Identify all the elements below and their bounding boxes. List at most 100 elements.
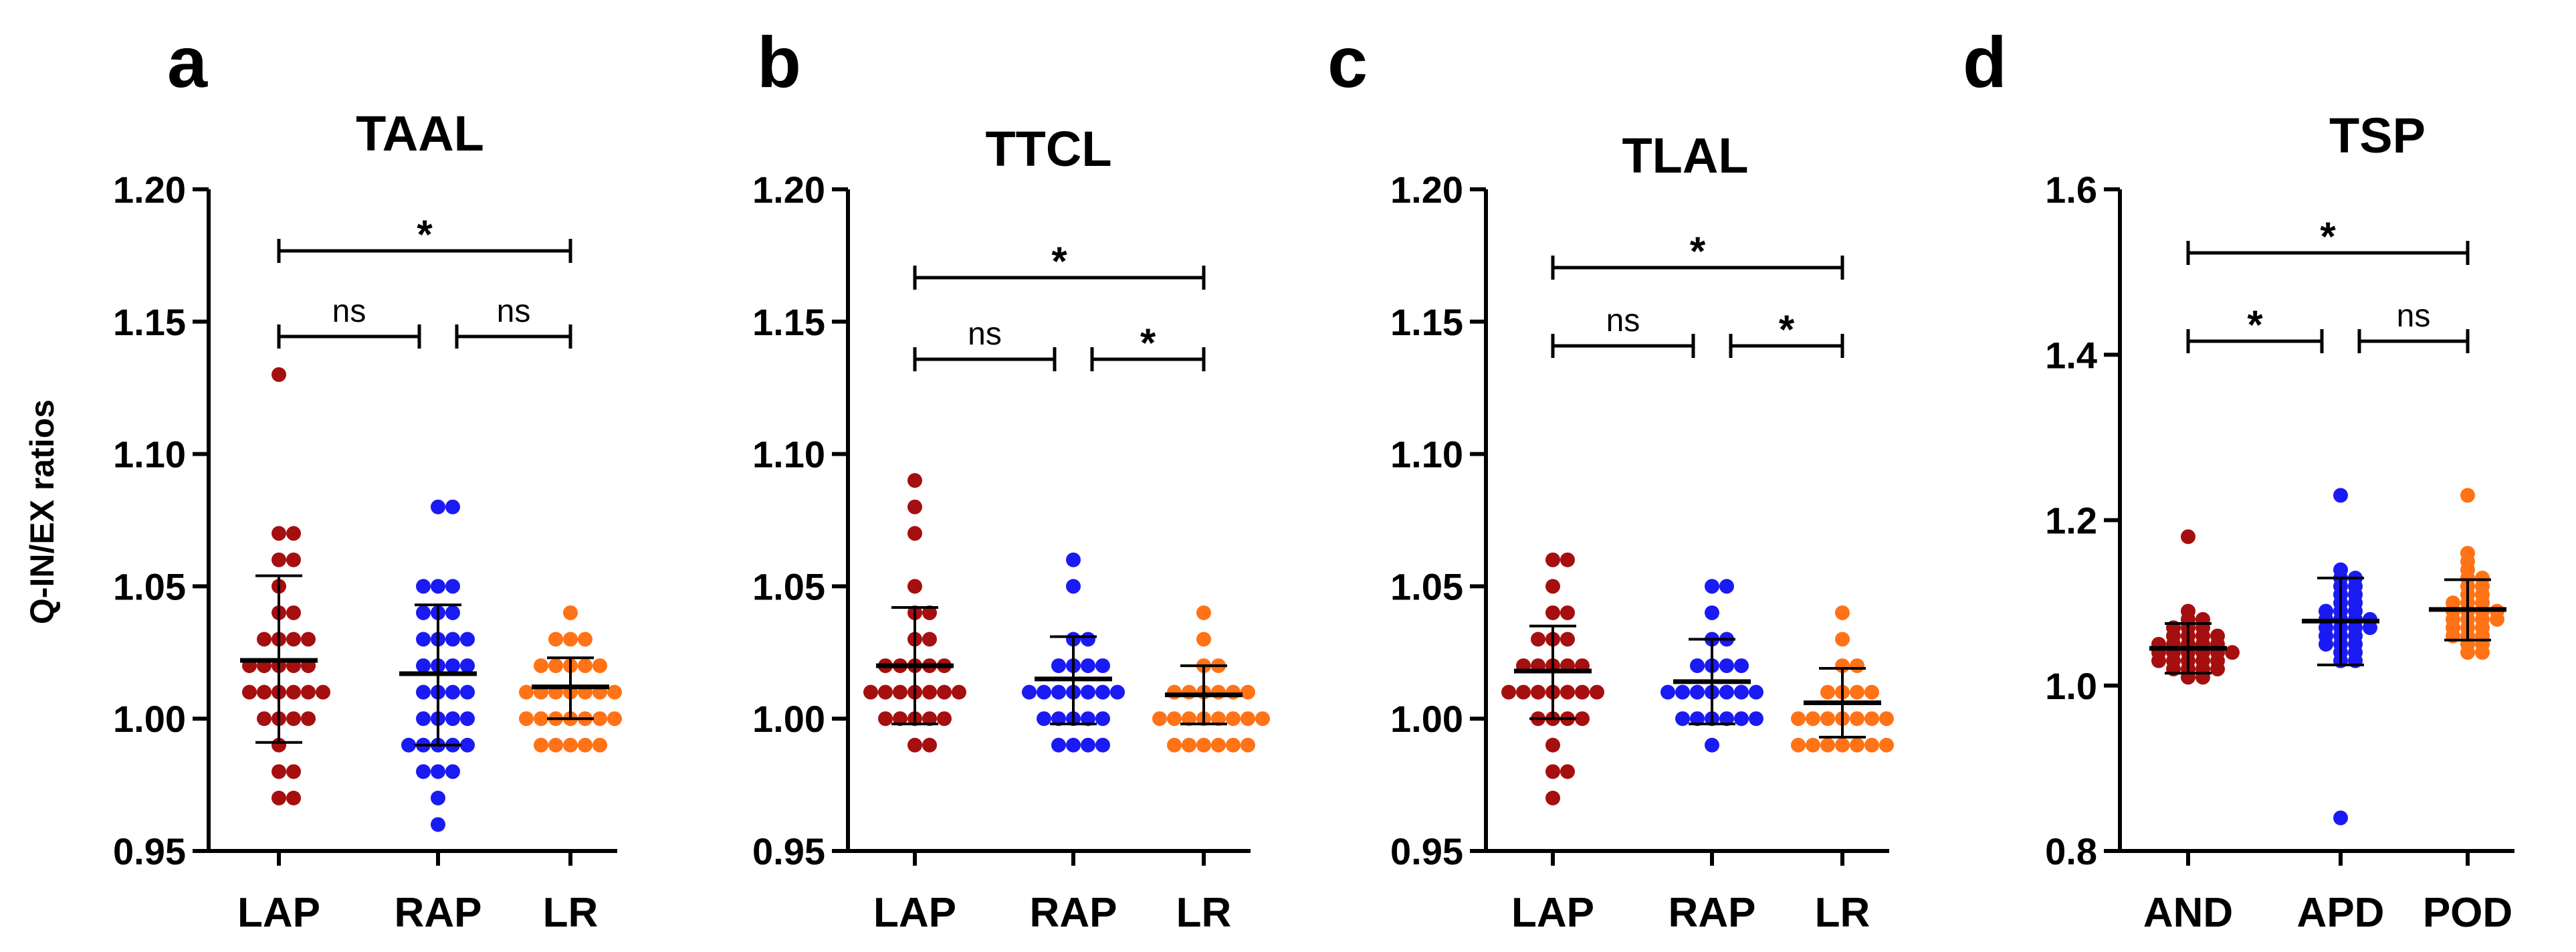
data-point	[1196, 632, 1211, 647]
data-point	[548, 632, 563, 647]
significance-label: ns	[2397, 298, 2431, 334]
y-tick-label: 1.6	[2045, 169, 2097, 211]
y-tick-label: 1.15	[113, 301, 186, 343]
chart-title: TLAL	[1622, 128, 1748, 183]
chart-title: TSP	[2329, 108, 2426, 163]
data-point	[607, 711, 622, 727]
x-tick-label: LAP	[1511, 890, 1594, 936]
x-tick-label: APD	[2297, 890, 2385, 936]
data-point	[1719, 658, 1734, 674]
data-point	[1516, 684, 1531, 700]
y-tick-label: 1.2	[2045, 500, 2097, 542]
data-point	[907, 499, 922, 514]
data-point	[1167, 711, 1182, 727]
data-point	[272, 367, 286, 382]
x-tick-label: LAP	[237, 890, 320, 936]
data-point	[416, 579, 431, 594]
x-tick-label: LR	[1176, 890, 1232, 936]
data-point	[1545, 579, 1560, 594]
panel-letter: d	[1963, 21, 2007, 102]
y-tick-label: 1.10	[752, 434, 825, 476]
x-tick-label: AND	[2143, 890, 2233, 936]
significance-bracket: ns	[1551, 303, 1695, 358]
data-point	[1531, 632, 1545, 647]
data-point	[1806, 711, 1820, 727]
data-point	[937, 684, 952, 700]
data-point	[1835, 737, 1850, 753]
data-point	[1226, 684, 1241, 700]
data-point	[301, 684, 316, 700]
data-point	[907, 737, 922, 753]
data-point	[1022, 684, 1037, 700]
y-tick-label: 0.95	[752, 830, 825, 872]
significance-label: *	[1051, 239, 1067, 284]
data-point	[1211, 711, 1226, 727]
data-point	[563, 632, 578, 647]
data-point	[2475, 645, 2490, 660]
data-point	[1690, 711, 1705, 727]
data-point	[1749, 711, 1763, 727]
data-point	[1095, 658, 1110, 674]
data-point	[1690, 684, 1705, 700]
data-point	[272, 526, 286, 541]
data-point	[445, 684, 460, 700]
y-tick-label: 1.15	[752, 301, 825, 343]
data-point	[922, 632, 937, 647]
data-point	[1226, 737, 1241, 753]
data-point	[272, 790, 286, 805]
data-point	[1835, 605, 1850, 620]
data-point	[863, 684, 878, 700]
data-point	[1705, 605, 1719, 620]
data-point	[1835, 632, 1850, 647]
y-tick-label: 1.0	[2045, 665, 2097, 707]
y-tick-label: 1.05	[113, 565, 186, 607]
data-point	[922, 737, 937, 753]
data-point	[593, 737, 607, 753]
data-point	[1734, 711, 1749, 727]
data-point	[578, 737, 593, 753]
data-point	[1081, 737, 1095, 753]
data-point	[2181, 529, 2195, 545]
data-point	[922, 684, 937, 700]
significance-bracket: *	[1729, 307, 1844, 358]
data-point	[2460, 645, 2475, 660]
data-point	[1590, 684, 1604, 700]
data-point	[1879, 711, 1894, 727]
data-point	[907, 473, 922, 488]
data-point	[1095, 684, 1110, 700]
data-point	[907, 579, 922, 594]
x-tick-label: LAP	[873, 890, 956, 936]
data-point	[431, 817, 445, 832]
data-point	[1095, 737, 1110, 753]
data-point	[1182, 737, 1196, 753]
data-point	[301, 632, 316, 647]
panel-b: b TTCL 0.95 1.00 1.05 1.10 1.15 1.20 LAP RAP LR ns *…	[752, 21, 1270, 936]
data-point	[1660, 684, 1675, 700]
data-point	[1081, 632, 1095, 647]
data-point	[907, 526, 922, 541]
x-tick-label: RAP	[1669, 890, 1756, 936]
y-tick-label: 0.8	[2045, 830, 2097, 872]
data-point	[445, 764, 460, 779]
significance-bracket: ns	[2357, 298, 2470, 353]
data-point	[445, 711, 460, 727]
data-point	[286, 790, 301, 805]
data-point	[1196, 737, 1211, 753]
data-point	[548, 737, 563, 753]
data-point	[272, 552, 286, 567]
data-point	[563, 605, 578, 620]
significance-bracket: ns	[913, 316, 1057, 371]
data-point	[1081, 711, 1095, 727]
data-point	[286, 684, 301, 700]
data-point	[460, 711, 475, 727]
data-point	[937, 711, 952, 727]
data-point	[2151, 653, 2166, 668]
y-tick-label: 0.95	[113, 830, 186, 872]
y-tick-label: 1.4	[2045, 334, 2097, 376]
data-point	[1241, 711, 1255, 727]
y-tick-label: 1.00	[1390, 698, 1463, 740]
y-tick-label: 1.10	[1390, 434, 1463, 476]
data-point	[1719, 579, 1734, 594]
data-point	[1820, 684, 1835, 700]
